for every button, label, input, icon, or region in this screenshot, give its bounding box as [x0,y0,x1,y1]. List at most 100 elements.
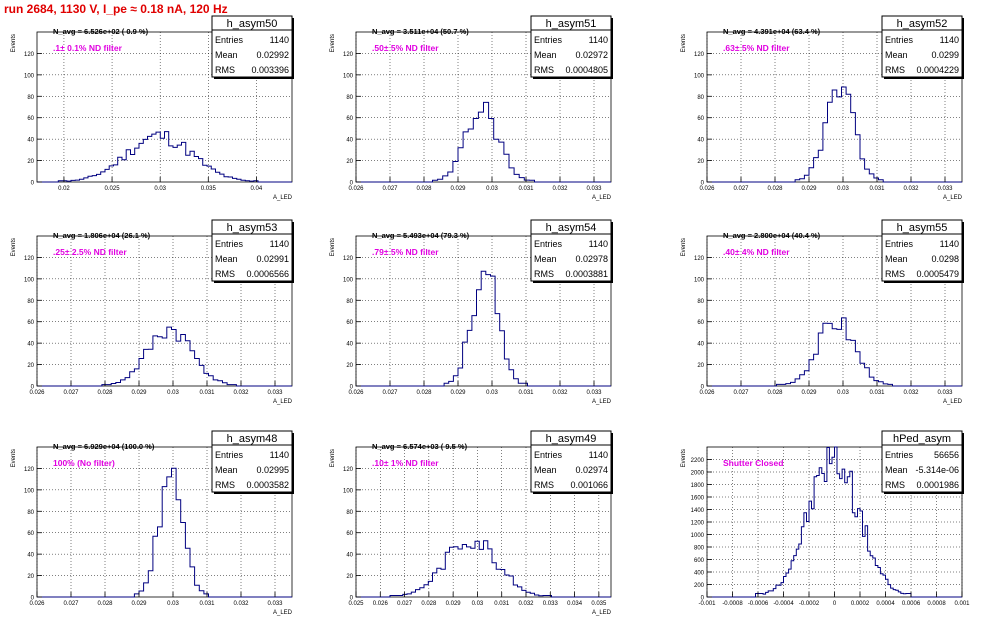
x-tick-label: -0.0006 [748,601,769,607]
y-tick-label: 100 [24,277,35,283]
histogram-name: h_asym53 [227,222,278,234]
y-tick-label: 2000 [691,471,705,477]
histogram-name: h_asym48 [227,433,278,445]
stats-rms-value: 0.003396 [251,65,289,75]
x-tick-label: 0.031 [869,390,885,396]
x-tick-label: 0.026 [373,601,389,607]
x-tick-label: 0.027 [733,390,749,396]
x-tick-label: 0.033 [937,186,953,192]
x-tick-label: 0.027 [382,390,398,396]
filter-label: .25± 2.5% ND filter [53,247,127,257]
plot-frame [36,31,293,183]
stats-rms-value: 0.0003582 [246,480,289,490]
stats-mean-value: 0.02978 [575,254,608,264]
y-tick-label: 120 [694,52,705,58]
y-tick-label: 1800 [691,483,705,489]
y-tick-label: 1600 [691,496,705,502]
x-tick-label: 0.028 [416,186,432,192]
stats-mean-label: Mean [534,465,557,475]
plot-frame [36,235,293,387]
y-tick-label: 0 [350,596,354,602]
stats-entries-value: 56656 [934,450,959,460]
stats-mean-value: 0.02974 [575,465,608,475]
y-tick-label: 20 [346,574,353,580]
stats-rms-value: 0.0001986 [916,480,959,490]
filter-label: .10± 1% ND filter [372,458,439,468]
stats-rms-label: RMS [215,480,235,490]
stats-rms-value: 0.0004229 [916,65,959,75]
filter-label: .50± 5% ND filter [372,43,439,53]
stats-entries-label: Entries [885,239,914,249]
x-tick-label: 0.035 [201,186,217,192]
histogram-line [356,540,611,598]
y-axis-label: Events [11,238,17,256]
x-tick-label: 0.028 [767,186,783,192]
y-tick-label: 0 [701,596,705,602]
plot-frame [355,235,612,387]
navg-label: N_avg = 5.493e+04 (79.3 %) [372,231,470,240]
pad-hPed_asym: 0 200 400 600 800 1000 1200 1400 1600 1800 2000 220… [681,430,970,607]
y-tick-label: 40 [27,553,34,559]
pad-h_asym54: 0 20 40 60 80 100 120 0.026 0.027 0.028 0.029 0.03 0… [330,219,613,405]
stats-rms-label: RMS [885,480,905,490]
y-axis-label: Events [330,34,336,52]
x-tick-label: 0.03 [472,601,484,607]
histogram-name: h_asym54 [546,222,597,234]
x-tick-label: 0.03 [837,390,849,396]
histogram-line [707,86,962,183]
x-axis-label: A_LED [273,195,293,201]
x-tick-label: 0.026 [699,186,715,192]
y-tick-label: 40 [346,138,353,144]
filter-label: Shutter Closed [723,458,783,468]
stats-rms-value: 0.001066 [570,480,608,490]
y-axis-label: Events [11,449,17,467]
x-tick-label: 0.028 [97,390,113,396]
y-tick-label: 60 [27,531,34,537]
run-title: run 2684, 1130 V, I_pe ≈ 0.18 nA, 120 Hz [4,2,228,16]
x-axis-label: A_LED [592,399,612,405]
stats-mean-label: Mean [215,254,238,264]
y-tick-label: 120 [24,52,35,58]
stats-mean-value: 0.0299 [931,50,959,60]
x-tick-label: 0.026 [29,390,45,396]
y-tick-label: 800 [694,546,705,552]
pad-h_asym50: 0 20 40 60 80 100 120 0.02 0.025 0.03 0.035 0.04 Eve… [11,15,294,201]
stats-entries-value: 1140 [270,239,289,249]
plot-frame [355,31,612,183]
x-tick-label: 0.029 [801,390,817,396]
y-tick-label: 20 [346,159,353,165]
y-tick-label: 80 [697,299,704,305]
x-tick-label: 0.025 [105,186,121,192]
y-tick-label: 60 [346,531,353,537]
x-tick-label: 0.029 [450,186,466,192]
y-tick-label: 100 [24,73,35,79]
y-tick-label: 0 [350,385,354,391]
y-tick-label: 120 [343,256,354,262]
x-tick-label: 0.032 [903,390,919,396]
stats-entries-label: Entries [534,450,563,460]
y-tick-label: 20 [27,363,34,369]
histogram-line [356,270,611,387]
x-axis-label: A_LED [273,399,293,405]
stats-mean-label: Mean [885,465,908,475]
x-tick-label: 0.029 [131,390,147,396]
x-axis-label: A_LED [943,195,963,201]
stats-entries-label: Entries [215,450,244,460]
histogram-name: h_asym51 [546,18,597,30]
x-tick-label: 0.027 [382,186,398,192]
y-axis-label: Events [681,34,687,52]
x-tick-label: 0.033 [586,390,602,396]
x-tick-label: 0 [833,601,837,607]
y-tick-label: 2200 [691,458,705,464]
y-tick-label: 80 [27,510,34,516]
y-tick-label: 120 [343,52,354,58]
stats-rms-label: RMS [534,269,554,279]
y-tick-label: 80 [346,95,353,101]
y-tick-label: 120 [24,256,35,262]
stats-mean-value: 0.02991 [256,254,289,264]
stats-box [211,219,293,282]
x-tick-label: 0.032 [552,390,568,396]
stats-mean-value: 0.02992 [256,50,289,60]
navg-label: N_avg = 6.526e+02 ( 0.9 %) [53,27,149,36]
histogram-name: hPed_asym [893,433,951,445]
